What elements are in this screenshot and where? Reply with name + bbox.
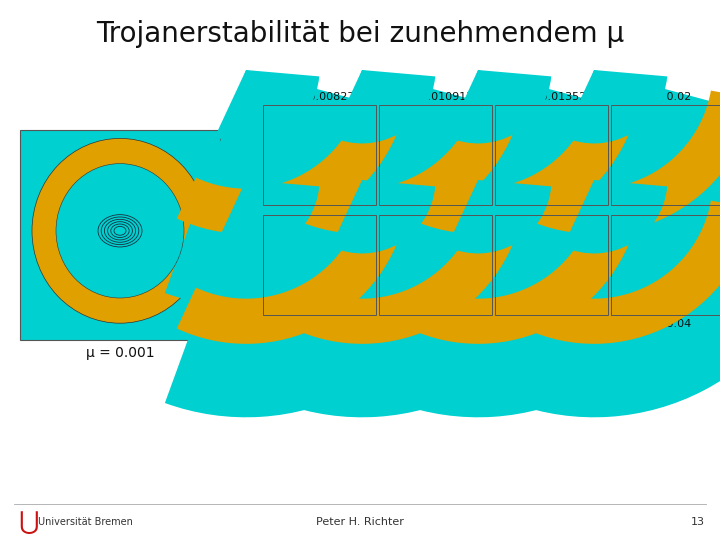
Bar [611, 215, 720, 315]
Bar [379, 215, 492, 315]
Wedge shape [525, 200, 720, 344]
Wedge shape [513, 70, 720, 307]
Text: μ = 0.001: μ = 0.001 [86, 346, 154, 360]
Wedge shape [281, 180, 591, 417]
Bar [263, 215, 376, 315]
Wedge shape [165, 180, 475, 417]
Wedge shape [293, 200, 523, 344]
Wedge shape [513, 180, 720, 417]
Bar [611, 105, 720, 205]
Text: Universität Bremen: Universität Bremen [38, 517, 133, 527]
Bar [263, 105, 376, 205]
Bar [495, 105, 608, 205]
Wedge shape [563, 70, 667, 144]
Wedge shape [177, 91, 408, 234]
Wedge shape [397, 70, 707, 307]
Bar [379, 105, 492, 205]
Text: μ = 0.03852: μ = 0.03852 [517, 319, 586, 329]
Wedge shape [447, 180, 552, 253]
Text: ⋃: ⋃ [18, 510, 38, 534]
Ellipse shape [56, 164, 184, 298]
Text: Peter H. Richter: Peter H. Richter [316, 517, 404, 527]
Wedge shape [409, 91, 639, 234]
Wedge shape [447, 70, 552, 144]
Bar [611, 215, 720, 315]
Bar [263, 105, 376, 205]
Wedge shape [215, 70, 319, 144]
Text: μ = 0.01352: μ = 0.01352 [517, 92, 586, 102]
Bar [263, 215, 376, 315]
Wedge shape [525, 91, 720, 234]
Bar [379, 215, 492, 315]
Wedge shape [215, 180, 319, 253]
Wedge shape [331, 70, 435, 144]
Bar [611, 105, 720, 205]
Bar [495, 105, 608, 205]
Wedge shape [409, 200, 639, 344]
Text: μ = 0.02429: μ = 0.02429 [284, 319, 354, 329]
Wedge shape [397, 180, 707, 417]
Text: μ = 0.010913: μ = 0.010913 [397, 92, 474, 102]
Bar [20, 130, 220, 340]
Text: μ = 0.03: μ = 0.03 [411, 319, 459, 329]
Text: μ = 0.04: μ = 0.04 [644, 319, 692, 329]
Text: μ = 0.00827: μ = 0.00827 [284, 92, 354, 102]
Bar [495, 215, 608, 315]
Wedge shape [165, 70, 475, 307]
Ellipse shape [32, 138, 208, 323]
Text: 13: 13 [691, 517, 705, 527]
Wedge shape [563, 180, 667, 253]
Wedge shape [177, 200, 408, 344]
Text: μ = 0.02: μ = 0.02 [644, 92, 692, 102]
Text: E = -1.5 + μ (1 - μ) / 2: E = -1.5 + μ (1 - μ) / 2 [398, 110, 582, 128]
Wedge shape [331, 180, 435, 253]
Wedge shape [293, 91, 523, 234]
Wedge shape [281, 70, 591, 307]
Bar [379, 105, 492, 205]
Text: Trojanerstabilität bei zunehmendem μ: Trojanerstabilität bei zunehmendem μ [96, 20, 624, 48]
Bar [495, 215, 608, 315]
